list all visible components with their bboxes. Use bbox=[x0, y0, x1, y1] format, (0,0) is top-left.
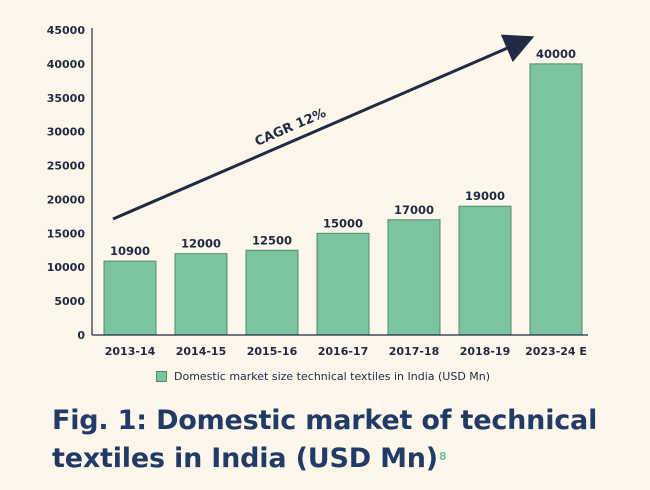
bar bbox=[529, 63, 583, 336]
x-tick-label: 2017-18 bbox=[389, 345, 440, 358]
bar-value-label: 15000 bbox=[323, 216, 363, 230]
y-tick-label: 30000 bbox=[47, 126, 86, 139]
y-tick-label: 40000 bbox=[47, 58, 86, 71]
y-tick-label: 45000 bbox=[47, 24, 86, 37]
x-tick-label: 2023-24 E bbox=[525, 345, 587, 358]
bar bbox=[316, 232, 370, 336]
legend: Domestic market size technical textiles … bbox=[156, 370, 490, 383]
x-tick-label: 2016-17 bbox=[318, 345, 369, 358]
caption-text: Fig. 1: Domestic market of technical tex… bbox=[52, 405, 598, 474]
y-tick-label: 20000 bbox=[47, 193, 86, 206]
caption-superscript: 8 bbox=[438, 450, 447, 463]
y-tick-label: 15000 bbox=[47, 227, 86, 240]
x-tick-label: 2015-16 bbox=[247, 345, 298, 358]
x-tick-label: 2018-19 bbox=[460, 345, 511, 358]
cagr-arrow bbox=[112, 34, 535, 221]
y-tick-label: 10000 bbox=[47, 261, 86, 274]
x-tick-label: 2013-14 bbox=[105, 345, 156, 358]
legend-label: Domestic market size technical textiles … bbox=[174, 370, 491, 383]
bar-value-label: 19000 bbox=[465, 189, 505, 203]
y-axis-ticks: 0 5000 10000 15000 20000 25000 30000 35000 40000… bbox=[47, 24, 86, 342]
bar bbox=[458, 205, 512, 336]
chart-plot: 0 5000 10000 15000 20000 25000 30000 35000 40000… bbox=[47, 24, 588, 358]
bar-value-label: 40000 bbox=[536, 47, 576, 61]
bar bbox=[103, 260, 157, 336]
legend-swatch bbox=[156, 371, 167, 382]
figure-caption: Fig. 1: Domestic market of technical tex… bbox=[52, 402, 642, 478]
y-tick-label: 0 bbox=[77, 329, 85, 342]
bar-value-label: 17000 bbox=[394, 203, 434, 217]
y-tick-label: 25000 bbox=[47, 160, 86, 173]
bar-value-label: 12000 bbox=[181, 237, 221, 251]
bar-value-label: 10900 bbox=[110, 244, 150, 258]
y-tick-label: 35000 bbox=[47, 92, 86, 105]
bar-value-label: 12500 bbox=[252, 233, 292, 247]
x-axis-ticks: 2013-14 2014-15 2015-16 2016-17 2017-18 2018-… bbox=[105, 345, 587, 358]
y-tick-label: 5000 bbox=[54, 295, 85, 308]
bar bbox=[387, 219, 441, 336]
bar bbox=[245, 249, 299, 336]
bar bbox=[174, 253, 228, 336]
x-tick-label: 2014-15 bbox=[176, 345, 227, 358]
bars: 10900 12000 12500 15000 17000 19000 40000 bbox=[103, 47, 583, 336]
